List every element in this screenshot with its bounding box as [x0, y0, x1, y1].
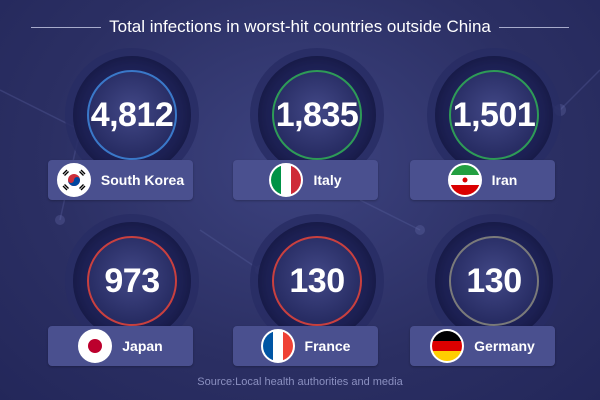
- country-name: Italy: [313, 172, 342, 188]
- country-card-japan: 973 Japan: [48, 222, 218, 382]
- infection-count: 973: [104, 261, 160, 300]
- chart-title: Total infections in worst-hit countries …: [109, 17, 491, 36]
- south-korea-flag-icon: [56, 163, 91, 197]
- value-circle: 130: [272, 236, 362, 326]
- france-flag-icon: [260, 329, 295, 363]
- value-ring: 973: [73, 222, 191, 340]
- value-ring: 1,835: [258, 56, 376, 174]
- value-circle: 4,812: [87, 70, 177, 160]
- infection-count: 130: [289, 261, 345, 300]
- country-name: South Korea: [100, 172, 185, 188]
- infection-count: 4,812: [90, 95, 174, 134]
- germany-flag-icon: [430, 329, 465, 363]
- value-ring: 1,501: [435, 56, 553, 174]
- value-ring: 4,812: [73, 56, 191, 174]
- header-rule-right: [498, 26, 569, 28]
- infection-count: 1,835: [275, 95, 359, 134]
- iran-flag-icon: [447, 163, 482, 197]
- value-circle: 130: [449, 236, 539, 326]
- country-card-south-korea: 4,812 South Korea: [48, 56, 218, 216]
- country-label: France: [233, 326, 378, 366]
- value-circle: 973: [87, 236, 177, 326]
- value-ring: 130: [258, 222, 376, 340]
- country-label: South Korea: [48, 160, 193, 200]
- value-ring: 130: [435, 222, 553, 340]
- country-card-italy: 1,835 Italy: [233, 56, 403, 216]
- country-card-france: 130 France: [233, 222, 403, 382]
- country-label: Germany: [410, 326, 555, 366]
- infection-count: 1,501: [452, 95, 536, 134]
- italy-flag-icon: [269, 163, 304, 197]
- source-note: Source:Local health authorities and medi…: [197, 376, 403, 388]
- country-name: Germany: [474, 338, 535, 354]
- country-name: Iran: [491, 172, 518, 188]
- chart-header: Total infections in worst-hit countries …: [0, 14, 600, 40]
- value-circle: 1,835: [272, 70, 362, 160]
- value-circle: 1,501: [449, 70, 539, 160]
- country-label: Iran: [410, 160, 555, 200]
- japan-flag-icon: [78, 329, 113, 363]
- country-label: Italy: [233, 160, 378, 200]
- infection-count: 130: [466, 261, 522, 300]
- country-name: Japan: [122, 338, 163, 354]
- country-label: Japan: [48, 326, 193, 366]
- country-card-germany: 130 Germany: [410, 222, 580, 382]
- header-rule-left: [31, 26, 102, 28]
- country-name: France: [304, 338, 351, 354]
- country-card-iran: 1,501 Iran: [410, 56, 580, 216]
